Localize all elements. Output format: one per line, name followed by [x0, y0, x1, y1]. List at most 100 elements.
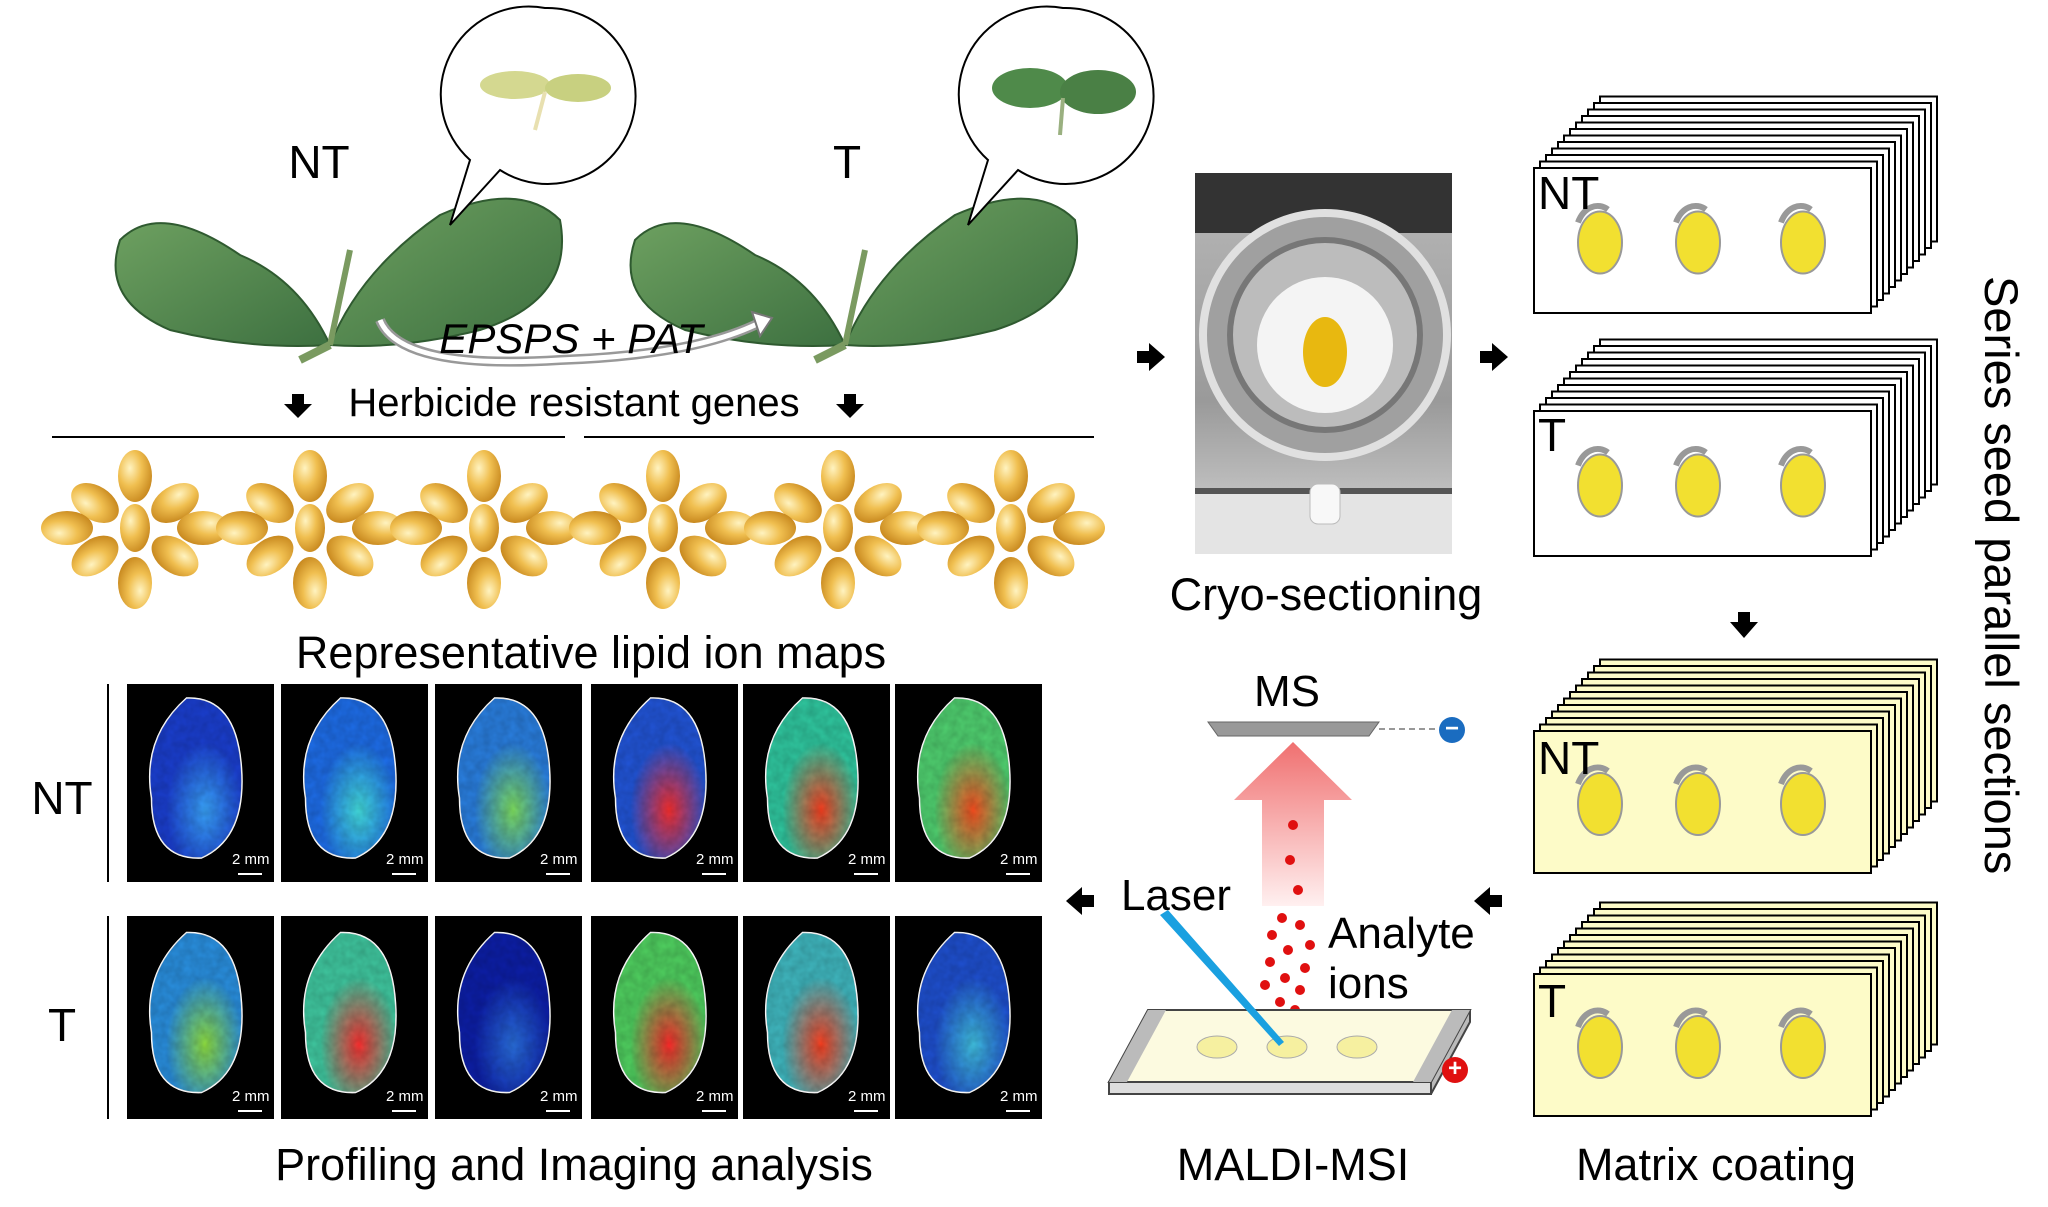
seed-section	[1577, 453, 1623, 518]
soybean-seed	[854, 535, 902, 577]
soybean-seed	[774, 483, 822, 523]
scale-bar-label: 2 mm	[848, 1088, 886, 1105]
seed-section	[1577, 772, 1623, 836]
analyte-ion	[1293, 885, 1303, 895]
analyte-ion	[1295, 920, 1305, 930]
lipid-ion-map-t-4	[591, 916, 738, 1119]
soybean-seed	[420, 483, 468, 523]
seed-section	[1577, 1015, 1623, 1079]
nt-plant-label: NT	[288, 136, 350, 188]
matrix-coating-label: Matrix coating	[1575, 1139, 1857, 1190]
seed-section	[1675, 210, 1721, 275]
soybean-seed	[151, 535, 199, 577]
t-slide-stack	[1533, 338, 1938, 557]
nt-slide-label: NT	[1538, 167, 1600, 219]
soybean-seed-cluster	[569, 450, 757, 609]
scale-bar-label: 2 mm	[696, 851, 734, 868]
soybean-seed	[599, 535, 647, 577]
t-plant-label: T	[832, 136, 862, 188]
lipid-ion-map-nt-3	[435, 684, 582, 882]
soybean-seed	[352, 511, 404, 545]
soybean-seed	[646, 450, 680, 502]
nt-coated-slide-label: NT	[1538, 732, 1600, 784]
soybean-seed	[500, 535, 548, 577]
minus-sign: −	[1444, 715, 1460, 742]
soybean-seed	[293, 450, 327, 502]
cryo-sectioning-label: Cryo-sectioning	[1169, 569, 1483, 620]
lipid-ion-map-nt-2	[281, 684, 428, 882]
seed-section	[1780, 1015, 1826, 1079]
cryostat-photo	[1195, 173, 1452, 554]
lipid-ion-map-t-5	[743, 916, 890, 1119]
soybean-seed	[420, 535, 468, 577]
soybean-seed	[821, 557, 855, 609]
analyte-ion	[1280, 973, 1290, 983]
nt-row-label: NT	[31, 772, 93, 824]
soybean-seed	[500, 483, 548, 523]
analyte-ion	[1283, 945, 1293, 955]
plus-sign: +	[1447, 1055, 1463, 1082]
soybean-seed	[467, 450, 501, 502]
analyte-ion	[1265, 957, 1275, 967]
profiling-label: Profiling and Imaging analysis	[275, 1139, 873, 1190]
soybean-seed	[246, 535, 294, 577]
analyte-ion	[1260, 980, 1270, 990]
herbicide-genes-label: Herbicide resistant genes	[348, 381, 800, 425]
maldi-msi-label: MALDI-MSI	[1176, 1139, 1410, 1190]
soybean-seed	[120, 504, 150, 552]
t-row-label: T	[47, 999, 77, 1051]
series-sections-label: Series seed parallel sections	[1975, 276, 2028, 875]
lipid-ion-map-nt-4	[591, 684, 738, 882]
plus-terminal-icon	[1442, 1057, 1468, 1083]
analyte-ion	[1288, 820, 1298, 830]
nt-seedling-image	[114, 197, 564, 364]
down-arrow-icon	[284, 394, 312, 418]
soybean-seed	[569, 511, 621, 545]
scale-bar-label: 2 mm	[232, 1088, 270, 1105]
nt-slide-stack	[1533, 95, 1938, 314]
transgene-label: EPSPS + PAT	[439, 315, 703, 362]
soybean-seed	[1027, 535, 1075, 577]
left-arrow-icon	[1066, 887, 1094, 915]
soybean-seed	[469, 504, 499, 552]
lipid-ion-map-t-3	[435, 916, 582, 1119]
soybean-seed	[295, 504, 325, 552]
soybean-seed	[880, 511, 932, 545]
soybean-seed	[467, 557, 501, 609]
seed-section	[1780, 772, 1826, 836]
right-arrow-icon	[1480, 343, 1508, 371]
analyte-ion	[1267, 930, 1277, 940]
scale-bar-label: 2 mm	[386, 1088, 424, 1105]
soybean-seed	[679, 535, 727, 577]
soybean-seed	[151, 483, 199, 523]
soybean-seed	[1027, 483, 1075, 523]
lipid-ion-map-nt-1	[127, 684, 274, 882]
soybean-seed	[177, 511, 229, 545]
soybean-seed	[216, 511, 268, 545]
lipid-ion-map-t-2	[281, 916, 428, 1119]
scale-bar-label: 2 mm	[1000, 1088, 1038, 1105]
lipid-ion-map-t-1	[127, 916, 274, 1119]
soybean-seed	[599, 483, 647, 523]
nt-matrix-slide-stack	[1533, 658, 1938, 874]
soybean-seed	[823, 504, 853, 552]
soybean-seed	[996, 504, 1026, 552]
soybean-seed	[71, 535, 119, 577]
soybean-seed	[854, 483, 902, 523]
soybean-seed	[947, 535, 995, 577]
right-arrow-icon	[1137, 343, 1165, 371]
lipid-ion-map-t-6	[895, 916, 1042, 1119]
analyte-label: Analyte	[1328, 909, 1475, 958]
soybean-seed	[821, 450, 855, 502]
scale-bar-label: 2 mm	[232, 851, 270, 868]
soybean-seed-cluster	[744, 450, 932, 609]
ions-label: ions	[1328, 959, 1409, 1008]
scale-bar-label: 2 mm	[848, 851, 886, 868]
t-coated-slide-label: T	[1538, 975, 1567, 1027]
scale-bar-label: 2 mm	[540, 851, 578, 868]
soybean-seed	[679, 483, 727, 523]
soybean-seed	[947, 483, 995, 523]
t-seedling-image	[629, 197, 1079, 364]
nt-speech-bubble	[439, 5, 637, 226]
seed-section	[1675, 453, 1721, 518]
